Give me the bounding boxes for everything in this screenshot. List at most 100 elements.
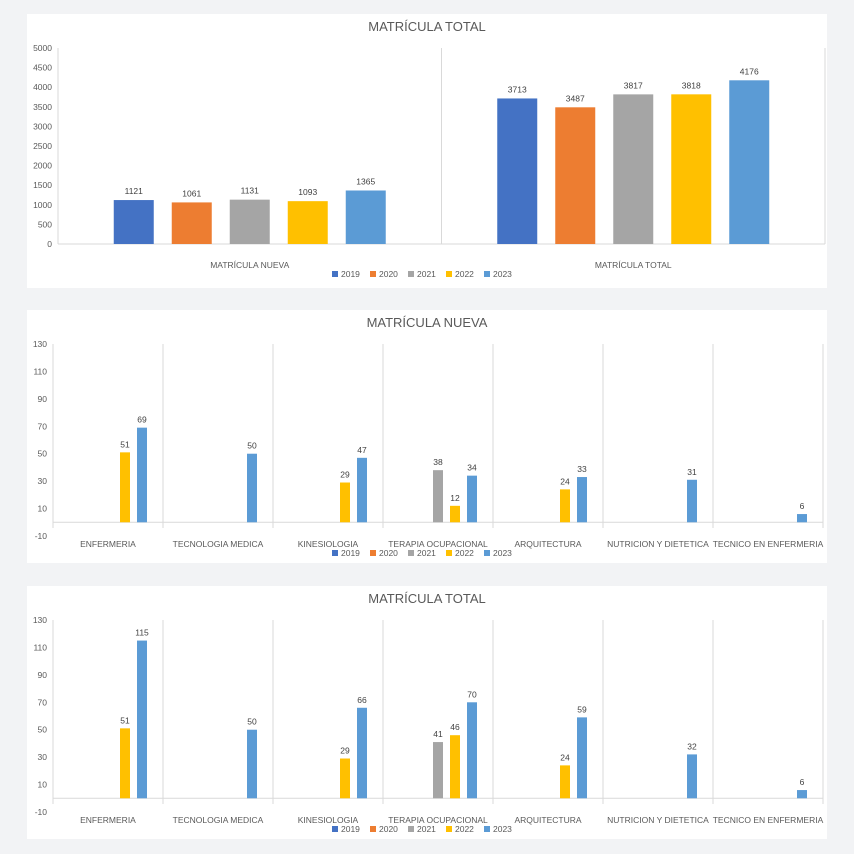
legend-swatch-2021 bbox=[408, 550, 414, 556]
bar-tecnico-en-enfermeria-2023 bbox=[797, 514, 807, 523]
category-label: TERAPIA OCUPACIONAL bbox=[388, 815, 488, 825]
bar-arquitectura-2022 bbox=[560, 765, 570, 799]
data-label: 32 bbox=[687, 741, 697, 751]
category-label: NUTRICION Y DIETETICA bbox=[607, 815, 709, 825]
data-label: 70 bbox=[467, 689, 477, 699]
chart-panel-matricula-total: MATRÍCULA TOTAL -10 10 30 50 70 90 110 130 51 115 E… bbox=[27, 586, 827, 839]
y-tick-label: 110 bbox=[33, 642, 47, 652]
chart-matricula-total-svg: MATRÍCULA TOTAL -10 10 30 50 70 90 110 130 51 115 E… bbox=[33, 591, 824, 834]
y-tick-label: 30 bbox=[38, 476, 48, 486]
bar-tecnologia-medica-2023 bbox=[247, 453, 257, 523]
bar-matricula-nueva-2021 bbox=[229, 199, 270, 244]
legend-swatch-2022 bbox=[446, 826, 452, 832]
y-tick-label: 130 bbox=[33, 339, 47, 349]
bar-enfermeria-2022 bbox=[120, 452, 130, 523]
y-tick-label: -10 bbox=[35, 531, 48, 541]
category-label: TERAPIA OCUPACIONAL bbox=[388, 539, 488, 549]
legend-label: 2023 bbox=[493, 548, 512, 558]
data-label: 46 bbox=[450, 722, 460, 732]
data-label: 50 bbox=[247, 441, 257, 451]
bar-matricula-nueva-2023 bbox=[345, 190, 386, 244]
bar-enfermeria-2023 bbox=[137, 427, 147, 523]
y-tick-label: 3500 bbox=[33, 102, 52, 112]
legend-swatch-2023 bbox=[484, 550, 490, 556]
category-label: ARQUITECTURA bbox=[514, 815, 581, 825]
chart-matricula-nueva-svg: MATRÍCULA NUEVA -10 10 30 50 70 90 110 130 51 69 EN… bbox=[33, 315, 824, 558]
legend-label: 2021 bbox=[417, 269, 436, 279]
legend-swatch-2021 bbox=[408, 826, 414, 832]
data-label: 12 bbox=[450, 493, 460, 503]
legend-swatch-2020 bbox=[370, 826, 376, 832]
category-label: NUTRICION Y DIETETICA bbox=[607, 539, 709, 549]
bar-terapia-ocupacional-2023 bbox=[467, 702, 477, 799]
category-label: TECNICO EN ENFERMERIA bbox=[713, 815, 824, 825]
data-label: 1093 bbox=[298, 187, 317, 197]
y-tick-label: 50 bbox=[38, 449, 48, 459]
y-tick-label: 3000 bbox=[33, 121, 52, 131]
data-label: 34 bbox=[467, 463, 477, 473]
data-label: 1365 bbox=[356, 176, 375, 186]
data-label: 33 bbox=[577, 464, 587, 474]
y-tick-label: 4000 bbox=[33, 82, 52, 92]
bar-matricula-nueva-2022 bbox=[287, 201, 328, 244]
bar-enfermeria-2022 bbox=[120, 728, 130, 799]
legend-swatch-2019 bbox=[332, 271, 338, 277]
category-label: KINESIOLOGIA bbox=[298, 539, 359, 549]
data-label: 59 bbox=[577, 704, 587, 714]
data-label: 41 bbox=[433, 729, 443, 739]
bar-matricula-total-2019 bbox=[497, 98, 538, 244]
y-tick-label: 70 bbox=[38, 697, 48, 707]
bar-arquitectura-2022 bbox=[560, 489, 570, 523]
data-label: 51 bbox=[120, 439, 130, 449]
bar-arquitectura-2023 bbox=[577, 717, 587, 799]
bar-nutricion-y-dietetica-2023 bbox=[687, 754, 697, 799]
data-label: 3713 bbox=[508, 84, 527, 94]
data-label: 69 bbox=[137, 415, 147, 425]
bar-terapia-ocupacional-2022 bbox=[450, 735, 460, 799]
legend-label: 2021 bbox=[417, 548, 436, 558]
y-tick-label: 90 bbox=[38, 394, 48, 404]
data-label: 4176 bbox=[740, 66, 759, 76]
y-tick-label: 1500 bbox=[33, 180, 52, 190]
category-label: MATRÍCULA TOTAL bbox=[595, 260, 672, 270]
category-label: TECNICO EN ENFERMERIA bbox=[713, 539, 824, 549]
y-tick-label: 5000 bbox=[33, 43, 52, 53]
data-label: 31 bbox=[687, 467, 697, 477]
bar-matricula-total-2023 bbox=[729, 80, 770, 244]
legend-swatch-2019 bbox=[332, 550, 338, 556]
y-tick-label: 10 bbox=[38, 504, 48, 514]
y-tick-label: 70 bbox=[38, 421, 48, 431]
data-label: 38 bbox=[433, 457, 443, 467]
legend-swatch-2020 bbox=[370, 271, 376, 277]
bar-terapia-ocupacional-2023 bbox=[467, 475, 477, 523]
bar-matricula-total-2021 bbox=[613, 94, 654, 244]
bar-terapia-ocupacional-2021 bbox=[433, 470, 443, 523]
data-label: 6 bbox=[800, 501, 805, 511]
data-label: 66 bbox=[357, 695, 367, 705]
y-tick-label: 110 bbox=[33, 366, 47, 376]
legend-swatch-2019 bbox=[332, 826, 338, 832]
data-label: 6 bbox=[800, 777, 805, 787]
chart-panel-summary: MATRÍCULA TOTAL 0 500 1000 1500 2000 2500 3000 3… bbox=[27, 14, 827, 288]
bar-kinesiologia-2023 bbox=[357, 457, 367, 523]
legend-label: 2022 bbox=[455, 824, 474, 834]
y-tick-label: -10 bbox=[35, 807, 48, 817]
legend-label: 2019 bbox=[341, 269, 360, 279]
category-label: KINESIOLOGIA bbox=[298, 815, 359, 825]
category-label: TECNOLOGIA MEDICA bbox=[173, 539, 264, 549]
category-label: ENFERMERIA bbox=[80, 815, 136, 825]
category-label: ARQUITECTURA bbox=[514, 539, 581, 549]
data-label: 50 bbox=[247, 717, 257, 727]
y-tick-label: 2000 bbox=[33, 161, 52, 171]
category-label: ENFERMERIA bbox=[80, 539, 136, 549]
bar-matricula-total-2022 bbox=[671, 94, 712, 244]
data-label: 29 bbox=[340, 746, 350, 756]
chart-summary-svg: MATRÍCULA TOTAL 0 500 1000 1500 2000 2500 3000 3… bbox=[33, 19, 826, 279]
bar-nutricion-y-dietetica-2023 bbox=[687, 479, 697, 523]
y-tick-label: 4500 bbox=[33, 63, 52, 73]
chart-panel-matricula-nueva: MATRÍCULA NUEVA -10 10 30 50 70 90 110 130 51 69 EN… bbox=[27, 310, 827, 563]
bar-matricula-nueva-2019 bbox=[113, 200, 154, 244]
y-tick-label: 30 bbox=[38, 752, 48, 762]
bar-matricula-total-2020 bbox=[555, 107, 596, 244]
legend-swatch-2022 bbox=[446, 550, 452, 556]
